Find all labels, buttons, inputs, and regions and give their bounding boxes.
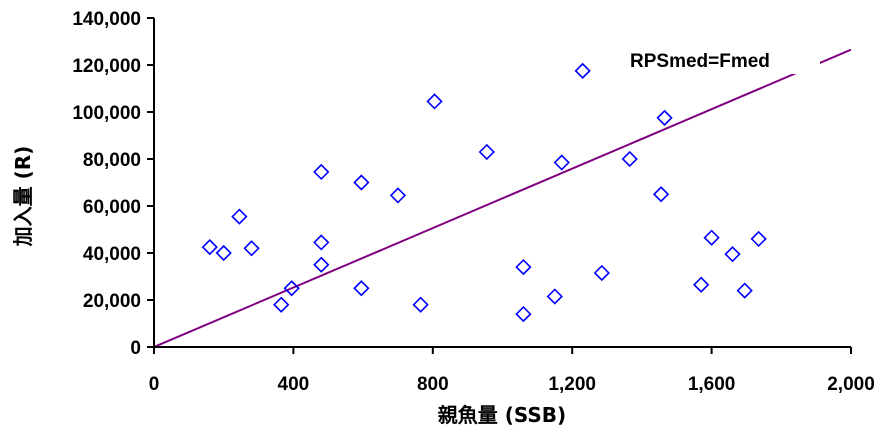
data-point xyxy=(621,150,638,168)
data-point xyxy=(652,186,670,203)
data-point xyxy=(515,305,532,323)
y-tick-label: 140,000 xyxy=(72,9,141,30)
data-point xyxy=(553,154,570,171)
data-point xyxy=(353,174,370,191)
y-tick-label: 120,000 xyxy=(72,56,141,77)
data-point xyxy=(313,256,330,273)
data-point xyxy=(243,240,260,257)
x-tick-labels: 0 400 800 1,200 1,600 2,000 xyxy=(149,374,875,395)
y-tick-label: 40,000 xyxy=(83,244,141,265)
data-point xyxy=(201,238,218,256)
reference-line-label: RPSmed=Fmed xyxy=(630,51,770,72)
data-point xyxy=(215,244,232,262)
x-axis-title: 親魚量 (SSB) xyxy=(438,403,566,427)
data-point xyxy=(515,258,532,276)
data-point xyxy=(656,109,673,127)
y-tick-label: 80,000 xyxy=(83,150,141,171)
data-point xyxy=(724,246,741,263)
x-tick-label: 0 xyxy=(149,374,160,395)
data-point xyxy=(389,187,407,204)
y-tick-label: 20,000 xyxy=(83,291,141,312)
x-tick-label: 1,600 xyxy=(688,374,736,395)
plot-area xyxy=(154,48,851,347)
data-point xyxy=(703,229,720,246)
data-point xyxy=(546,288,563,305)
y-tick-label: 60,000 xyxy=(83,197,141,218)
data-point xyxy=(353,280,370,297)
annotation-background xyxy=(625,46,820,74)
data-point xyxy=(273,296,290,313)
x-tick-label: 1,200 xyxy=(548,374,596,395)
y-axis-title: 加入量 (R) xyxy=(11,146,35,248)
y-tick-label: 100,000 xyxy=(72,103,141,124)
data-point xyxy=(283,280,300,297)
data-point xyxy=(574,62,591,80)
data-point xyxy=(313,234,330,251)
x-tick-label: 400 xyxy=(278,374,310,395)
x-tick-label: 800 xyxy=(417,374,449,395)
axes xyxy=(147,17,852,354)
data-point xyxy=(313,163,330,181)
data-point xyxy=(412,296,429,313)
data-points xyxy=(201,62,767,323)
data-point xyxy=(426,93,443,110)
y-tick-labels: 0 20,000 40,000 60,000 80,000 100,000 120,000 1… xyxy=(72,9,141,359)
data-point xyxy=(478,143,495,161)
data-point xyxy=(693,276,710,293)
data-point xyxy=(593,264,610,282)
y-tick-label: 0 xyxy=(130,338,141,359)
x-tick-label: 2,000 xyxy=(827,374,875,395)
reference-line xyxy=(154,48,851,347)
data-point xyxy=(750,230,767,248)
data-point xyxy=(231,208,248,225)
data-point xyxy=(736,282,753,299)
